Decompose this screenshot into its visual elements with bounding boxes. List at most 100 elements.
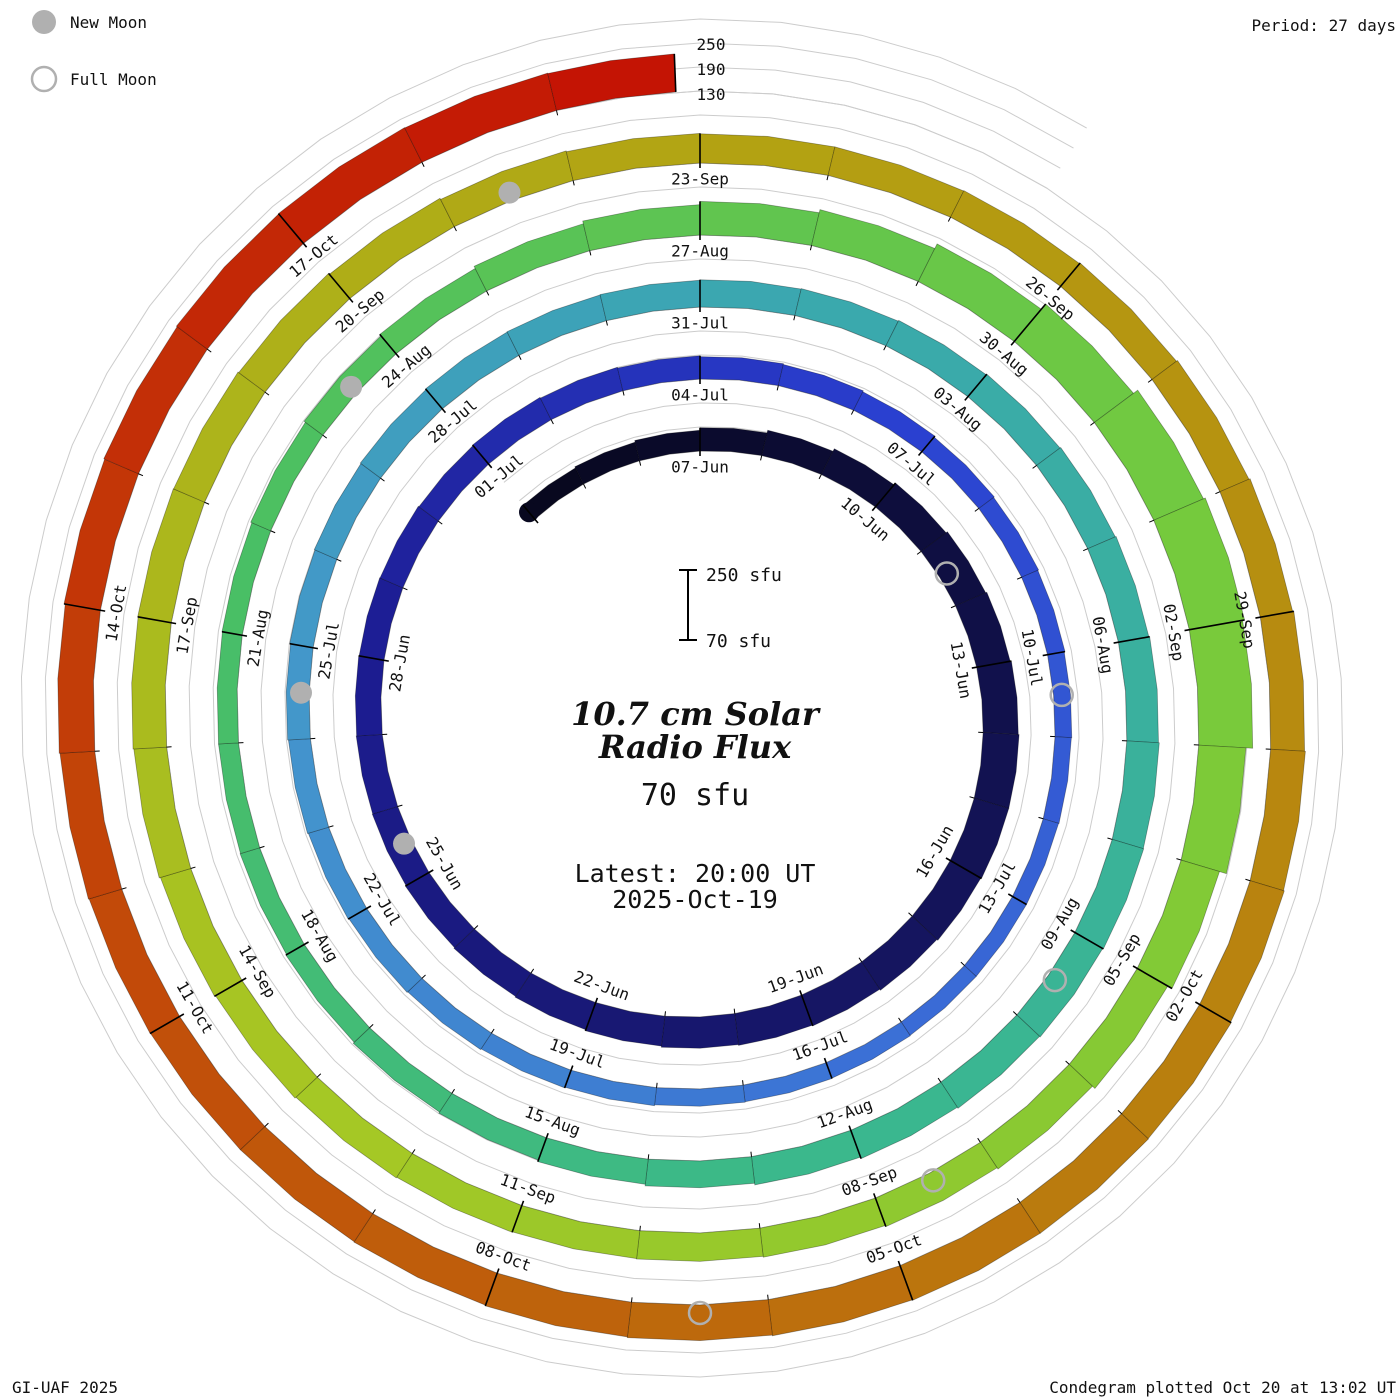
flux-day-segment [1118, 636, 1159, 744]
flux-day-segment [353, 1213, 498, 1306]
day-tick [1245, 878, 1251, 882]
flux-day-segment [734, 994, 813, 1046]
day-tick [793, 315, 796, 321]
flux-day-segment [1013, 303, 1135, 423]
radial-scale-130: 130 [697, 85, 726, 104]
baseline-value-label: 70 sfu [641, 778, 749, 813]
three-day-separator [285, 941, 309, 956]
flux-day-segment [1021, 569, 1066, 656]
three-day-separator [358, 655, 389, 662]
flux-day-segment [978, 496, 1040, 578]
flux-day-segment [853, 391, 936, 453]
radial-scale-250: 250 [697, 35, 726, 54]
flux-day-segment [539, 366, 624, 421]
new-moon-icon [32, 10, 56, 34]
flux-day-segment [900, 965, 977, 1036]
day-tick [402, 587, 408, 591]
flux-day-segment [1249, 748, 1306, 892]
three-day-separator [149, 1013, 185, 1035]
three-day-separator [1194, 1001, 1232, 1024]
flux-day-segment [328, 197, 455, 300]
day-tick [760, 455, 763, 461]
credit-label: GI-UAF 2025 [12, 1378, 118, 1397]
day-tick [190, 866, 196, 869]
day-tick [969, 796, 975, 799]
day-tick [530, 968, 535, 974]
day-tick [605, 320, 608, 326]
flux-day-segment [949, 797, 1010, 880]
day-tick [583, 483, 587, 489]
date-tick-label: 04-Jul [671, 386, 729, 405]
new-moon-legend-label: New Moon [70, 13, 147, 32]
day-tick [647, 1154, 650, 1160]
chart-title-block: 10.7 cm Solar Radio Flux 70 sfu Latest: … [571, 695, 821, 914]
day-tick [316, 1073, 322, 1078]
chart-title-line2: Radio Flux [598, 728, 792, 766]
three-day-separator [917, 435, 936, 457]
three-day-separator [1070, 929, 1104, 950]
three-day-separator [214, 977, 247, 997]
day-tick [915, 281, 919, 287]
flux-day-segment [287, 738, 330, 834]
day-tick [974, 507, 980, 512]
flux-day-segment [131, 616, 172, 750]
flux-day-segment [1136, 859, 1220, 990]
flux-day-segment [699, 427, 768, 456]
three-day-separator [277, 213, 308, 248]
day-tick [490, 1028, 495, 1034]
flux-day-segment [379, 267, 487, 355]
day-tick [916, 550, 922, 555]
flux-day-segment [216, 631, 243, 745]
flux-day-segment [379, 505, 439, 589]
flux-day-segment [1074, 838, 1145, 950]
flux-day-segment [506, 294, 607, 356]
flux-day-segment [313, 463, 382, 560]
flux-scalebar [679, 569, 697, 641]
day-tick [264, 1122, 269, 1127]
chart-title-line1: 10.7 cm Solar [571, 695, 821, 733]
day-tick [947, 216, 952, 222]
date-tick-label: 28-Jun [385, 633, 414, 693]
flux-day-segment [424, 331, 520, 410]
full-moon-marker [1049, 682, 1074, 708]
flux-day-segment [654, 1084, 746, 1107]
day-tick [1107, 837, 1113, 840]
flux-day-segment [699, 201, 820, 246]
flux-day-segment [1180, 744, 1247, 875]
day-tick [1147, 379, 1153, 383]
day-tick [1090, 421, 1095, 426]
day-tick [328, 825, 334, 828]
full-moon-marker [920, 1168, 946, 1193]
flux-day-segment [1068, 967, 1169, 1090]
day-tick [960, 961, 965, 966]
day-tick [858, 957, 863, 963]
day-tick [776, 385, 779, 391]
flux-day-segment [1042, 736, 1072, 824]
flux-day-segment [699, 356, 784, 386]
day-tick [826, 175, 829, 181]
day-tick [1149, 519, 1155, 523]
scalebar-bottom-label: 70 sfu [706, 631, 771, 652]
flux-day-segment [1036, 446, 1116, 550]
flux-day-segment [511, 1205, 641, 1260]
full-moon-marker [1042, 967, 1068, 993]
radial-scale: 250 190 130 [697, 35, 726, 104]
day-tick [270, 530, 276, 534]
flux-day-segment [57, 603, 101, 754]
day-tick [550, 419, 554, 425]
three-day-separator [327, 272, 354, 303]
three-day-separator [1056, 262, 1081, 291]
flux-day-segment [453, 928, 532, 997]
three-day-separator [424, 388, 447, 414]
flux-day-segment [660, 1013, 739, 1049]
day-tick [850, 409, 855, 415]
new-moon-marker [290, 681, 313, 704]
flux-day-segment [564, 1069, 657, 1107]
three-day-separator [848, 1125, 862, 1159]
day-tick [486, 290, 490, 296]
day-tick [372, 1209, 376, 1214]
three-day-separator [799, 990, 814, 1027]
flux-day-segment [59, 750, 123, 900]
flux-day-segment [811, 209, 936, 282]
flux-day-segment [352, 1027, 453, 1113]
